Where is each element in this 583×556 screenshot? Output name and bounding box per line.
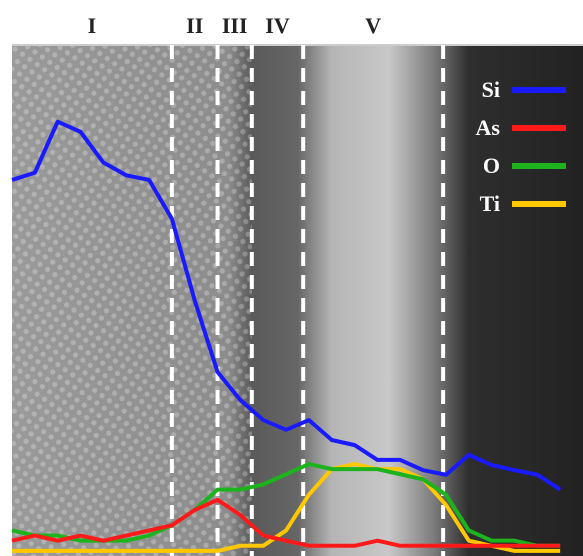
legend-label: O	[483, 153, 500, 178]
series-line	[12, 462, 561, 553]
series-line	[11, 497, 561, 548]
legend-label: As	[476, 115, 501, 140]
region-label: III	[222, 13, 248, 38]
region-label: II	[186, 13, 203, 38]
region-label: V	[365, 13, 381, 38]
series-line	[11, 119, 562, 492]
region-label: IV	[265, 13, 290, 38]
region-label: I	[88, 13, 97, 38]
legend-label: Si	[482, 77, 500, 102]
legend-label: Ti	[480, 191, 500, 216]
